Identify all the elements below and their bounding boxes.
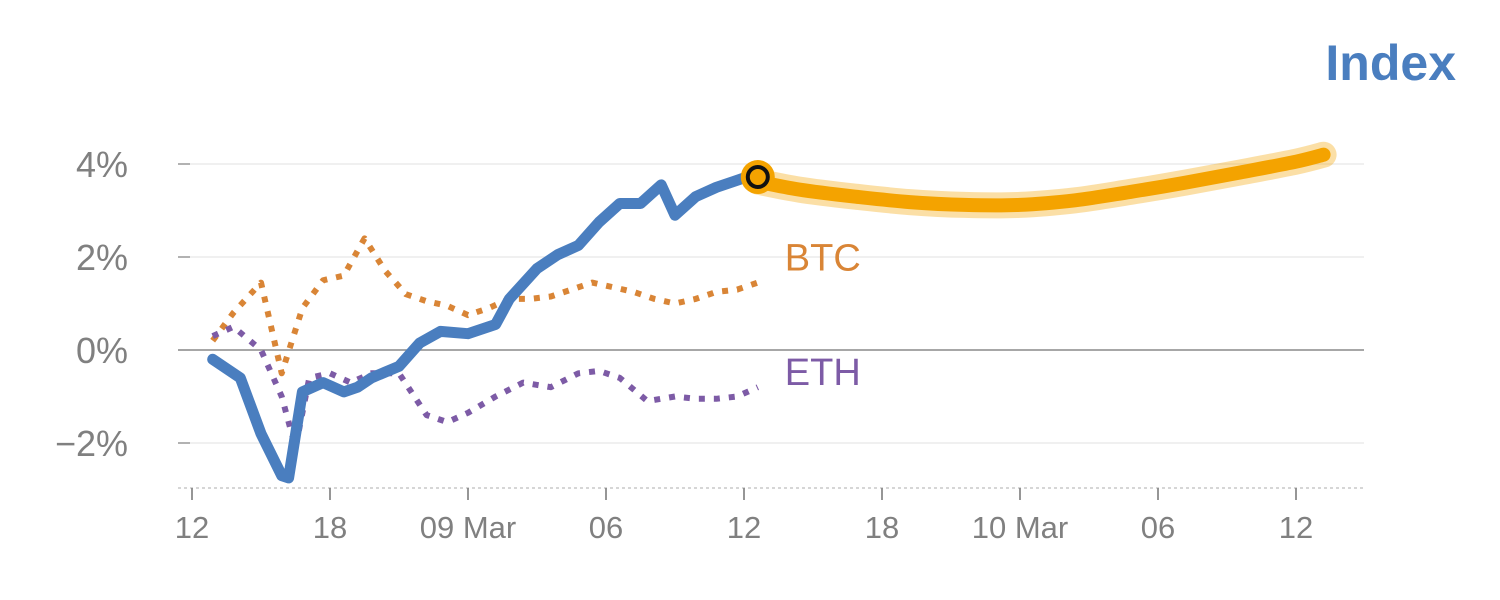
eth-series-label: ETH: [785, 352, 861, 394]
axes: 4% 2% 0% −2% 12 18 09 Mar 06 12 18 10 Mar 06 12: [55, 144, 1364, 545]
x-tick-label: 12: [175, 510, 209, 545]
btc-series-label: BTC: [785, 238, 861, 280]
y-tick-label: 2%: [76, 237, 128, 278]
y-tick-label: 0%: [76, 330, 128, 371]
series: [207, 141, 1337, 484]
x-tick-label: 18: [313, 510, 347, 545]
gridlines: [178, 163, 1364, 444]
x-tick-label: 18: [865, 510, 899, 545]
eth-series-line: [211, 323, 760, 451]
x-tick-label: 10 Mar: [972, 510, 1068, 545]
index-series-line: [207, 172, 750, 484]
x-tick-label: 06: [1141, 510, 1175, 545]
y-tick-label: 4%: [76, 144, 128, 185]
y-tick-label: −2%: [55, 423, 128, 464]
x-tick-label: 09 Mar: [420, 510, 516, 545]
current-marker: [745, 165, 770, 190]
forecast-series-line: [750, 147, 1331, 213]
x-tick-label: 12: [1279, 510, 1313, 545]
chart-title: Index: [1325, 35, 1456, 91]
series-labels: BTC ETH: [785, 238, 861, 395]
btc-series-line: [210, 235, 759, 377]
x-tick-label: 12: [727, 510, 761, 545]
x-tick-label: 06: [589, 510, 623, 545]
